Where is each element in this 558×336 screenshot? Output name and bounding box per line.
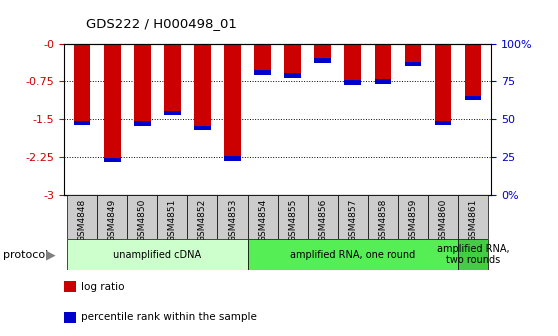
Text: unamplified cDNA: unamplified cDNA: [113, 250, 201, 259]
Bar: [344, 81, 361, 85]
Bar: [187, 195, 218, 239]
Text: amplified RNA, one round: amplified RNA, one round: [290, 250, 415, 259]
Bar: [374, 44, 391, 80]
Bar: [67, 239, 248, 270]
Text: GSM4852: GSM4852: [198, 198, 207, 242]
Text: ▶: ▶: [46, 248, 56, 261]
Text: GSM4854: GSM4854: [258, 198, 267, 242]
Bar: [307, 195, 338, 239]
Bar: [314, 44, 331, 58]
Bar: [465, 96, 481, 100]
Text: GSM4849: GSM4849: [108, 198, 117, 242]
Bar: [224, 156, 241, 161]
Bar: [104, 158, 121, 162]
Text: GDS222 / H000498_01: GDS222 / H000498_01: [86, 17, 237, 30]
Text: GSM4857: GSM4857: [348, 198, 357, 242]
Text: GSM4848: GSM4848: [78, 198, 86, 242]
Text: protocol: protocol: [3, 250, 48, 259]
Bar: [64, 282, 76, 292]
Bar: [458, 239, 488, 270]
Text: percentile rank within the sample: percentile rank within the sample: [81, 312, 257, 322]
Bar: [428, 195, 458, 239]
Bar: [435, 44, 451, 121]
Bar: [104, 44, 121, 158]
Bar: [74, 44, 90, 121]
Bar: [405, 62, 421, 67]
Bar: [248, 239, 458, 270]
Bar: [164, 111, 181, 115]
Bar: [224, 44, 241, 156]
Text: GSM4856: GSM4856: [318, 198, 327, 242]
Bar: [285, 74, 301, 78]
Bar: [67, 195, 97, 239]
Text: GSM4851: GSM4851: [168, 198, 177, 242]
Bar: [194, 126, 211, 130]
Text: GSM4860: GSM4860: [439, 198, 448, 242]
Bar: [194, 44, 211, 126]
Bar: [134, 44, 151, 121]
Bar: [157, 195, 187, 239]
Bar: [465, 44, 481, 96]
Text: GSM4859: GSM4859: [408, 198, 417, 242]
Bar: [164, 44, 181, 111]
Bar: [338, 195, 368, 239]
Bar: [374, 80, 391, 84]
Bar: [398, 195, 428, 239]
Bar: [64, 312, 76, 323]
Text: GSM4850: GSM4850: [138, 198, 147, 242]
Bar: [435, 121, 451, 125]
Bar: [368, 195, 398, 239]
Bar: [134, 121, 151, 126]
Bar: [254, 44, 271, 71]
Text: log ratio: log ratio: [81, 282, 124, 292]
Text: GSM4861: GSM4861: [469, 198, 478, 242]
Bar: [74, 121, 90, 125]
Bar: [458, 195, 488, 239]
Bar: [248, 195, 278, 239]
Bar: [254, 71, 271, 75]
Bar: [97, 195, 127, 239]
Text: GSM4853: GSM4853: [228, 198, 237, 242]
Bar: [314, 58, 331, 63]
Bar: [218, 195, 248, 239]
Bar: [285, 44, 301, 74]
Bar: [344, 44, 361, 81]
Text: GSM4855: GSM4855: [288, 198, 297, 242]
Bar: [405, 44, 421, 62]
Text: GSM4858: GSM4858: [378, 198, 387, 242]
Bar: [278, 195, 307, 239]
Text: amplified RNA,
two rounds: amplified RNA, two rounds: [437, 244, 509, 265]
Bar: [127, 195, 157, 239]
